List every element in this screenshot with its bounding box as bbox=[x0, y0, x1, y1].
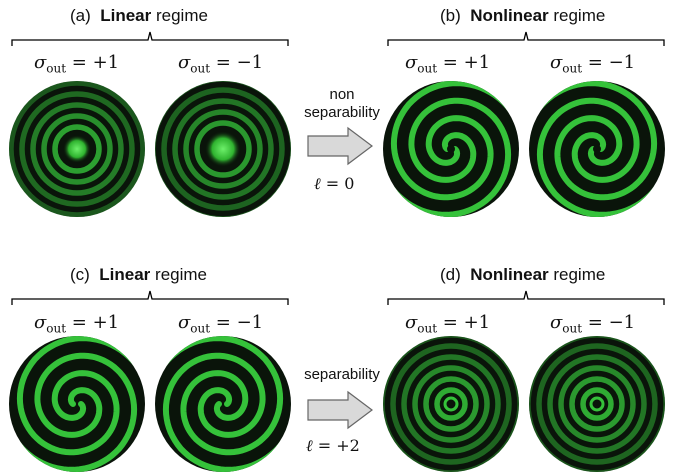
panel-a-tag: (a) bbox=[70, 6, 91, 25]
bottom-arrow-icon bbox=[307, 390, 373, 430]
panel-c-label: (c) Linear regime bbox=[70, 265, 207, 285]
panel-b-bold: Nonlinear bbox=[470, 6, 549, 25]
top-arrow-ell: ℓ = 0 bbox=[314, 174, 355, 193]
panel-c-tag: (c) bbox=[70, 265, 90, 284]
beam-b-plus bbox=[383, 81, 519, 217]
brace-d bbox=[387, 290, 665, 305]
bottom-arrow-text: separability bbox=[292, 366, 392, 384]
sigma-b-plus: σout = +1 bbox=[405, 52, 491, 76]
beam-c-plus bbox=[9, 336, 145, 472]
panel-a-label: (a) Linear regime bbox=[70, 6, 208, 26]
panel-a-rest: regime bbox=[151, 6, 208, 25]
sigma-a-minus: σout = −1 bbox=[178, 52, 264, 76]
panel-c-bold: Linear bbox=[99, 265, 151, 284]
beam-c-minus bbox=[155, 336, 291, 472]
bottom-arrow-ell: ℓ = +2 bbox=[306, 436, 360, 455]
panel-d-tag: (d) bbox=[440, 265, 461, 284]
beam-d-plus bbox=[383, 336, 519, 472]
panel-b-label: (b) Nonlinear regime bbox=[440, 6, 605, 26]
panel-a-bold: Linear bbox=[100, 6, 152, 25]
sigma-a-plus: σout = +1 bbox=[34, 52, 120, 76]
top-arrow-line2: separability bbox=[304, 104, 380, 121]
beam-b-minus bbox=[529, 81, 665, 217]
top-arrow-text: non separability bbox=[292, 86, 392, 122]
panel-d-rest: regime bbox=[548, 265, 606, 284]
panel-d-label: (d) Nonlinear regime bbox=[440, 265, 605, 285]
beam-a-minus bbox=[155, 81, 291, 217]
sigma-d-plus: σout = +1 bbox=[405, 312, 491, 336]
sigma-c-minus: σout = −1 bbox=[178, 312, 264, 336]
panel-c-rest: regime bbox=[150, 265, 207, 284]
panel-b-tag: (b) bbox=[440, 6, 461, 25]
sigma-c-plus: σout = +1 bbox=[34, 312, 120, 336]
beam-d-minus bbox=[529, 336, 665, 472]
panel-b-rest: regime bbox=[548, 6, 606, 25]
panel-d-bold: Nonlinear bbox=[470, 265, 549, 284]
top-arrow-icon bbox=[307, 126, 373, 166]
beam-a-plus bbox=[9, 81, 145, 217]
sigma-d-minus: σout = −1 bbox=[550, 312, 636, 336]
sigma-b-minus: σout = −1 bbox=[550, 52, 636, 76]
bottom-arrow-line1: separability bbox=[304, 366, 380, 383]
brace-b bbox=[387, 31, 665, 46]
brace-a bbox=[11, 31, 289, 46]
brace-c bbox=[11, 290, 289, 305]
top-arrow-line1: non bbox=[329, 86, 355, 103]
